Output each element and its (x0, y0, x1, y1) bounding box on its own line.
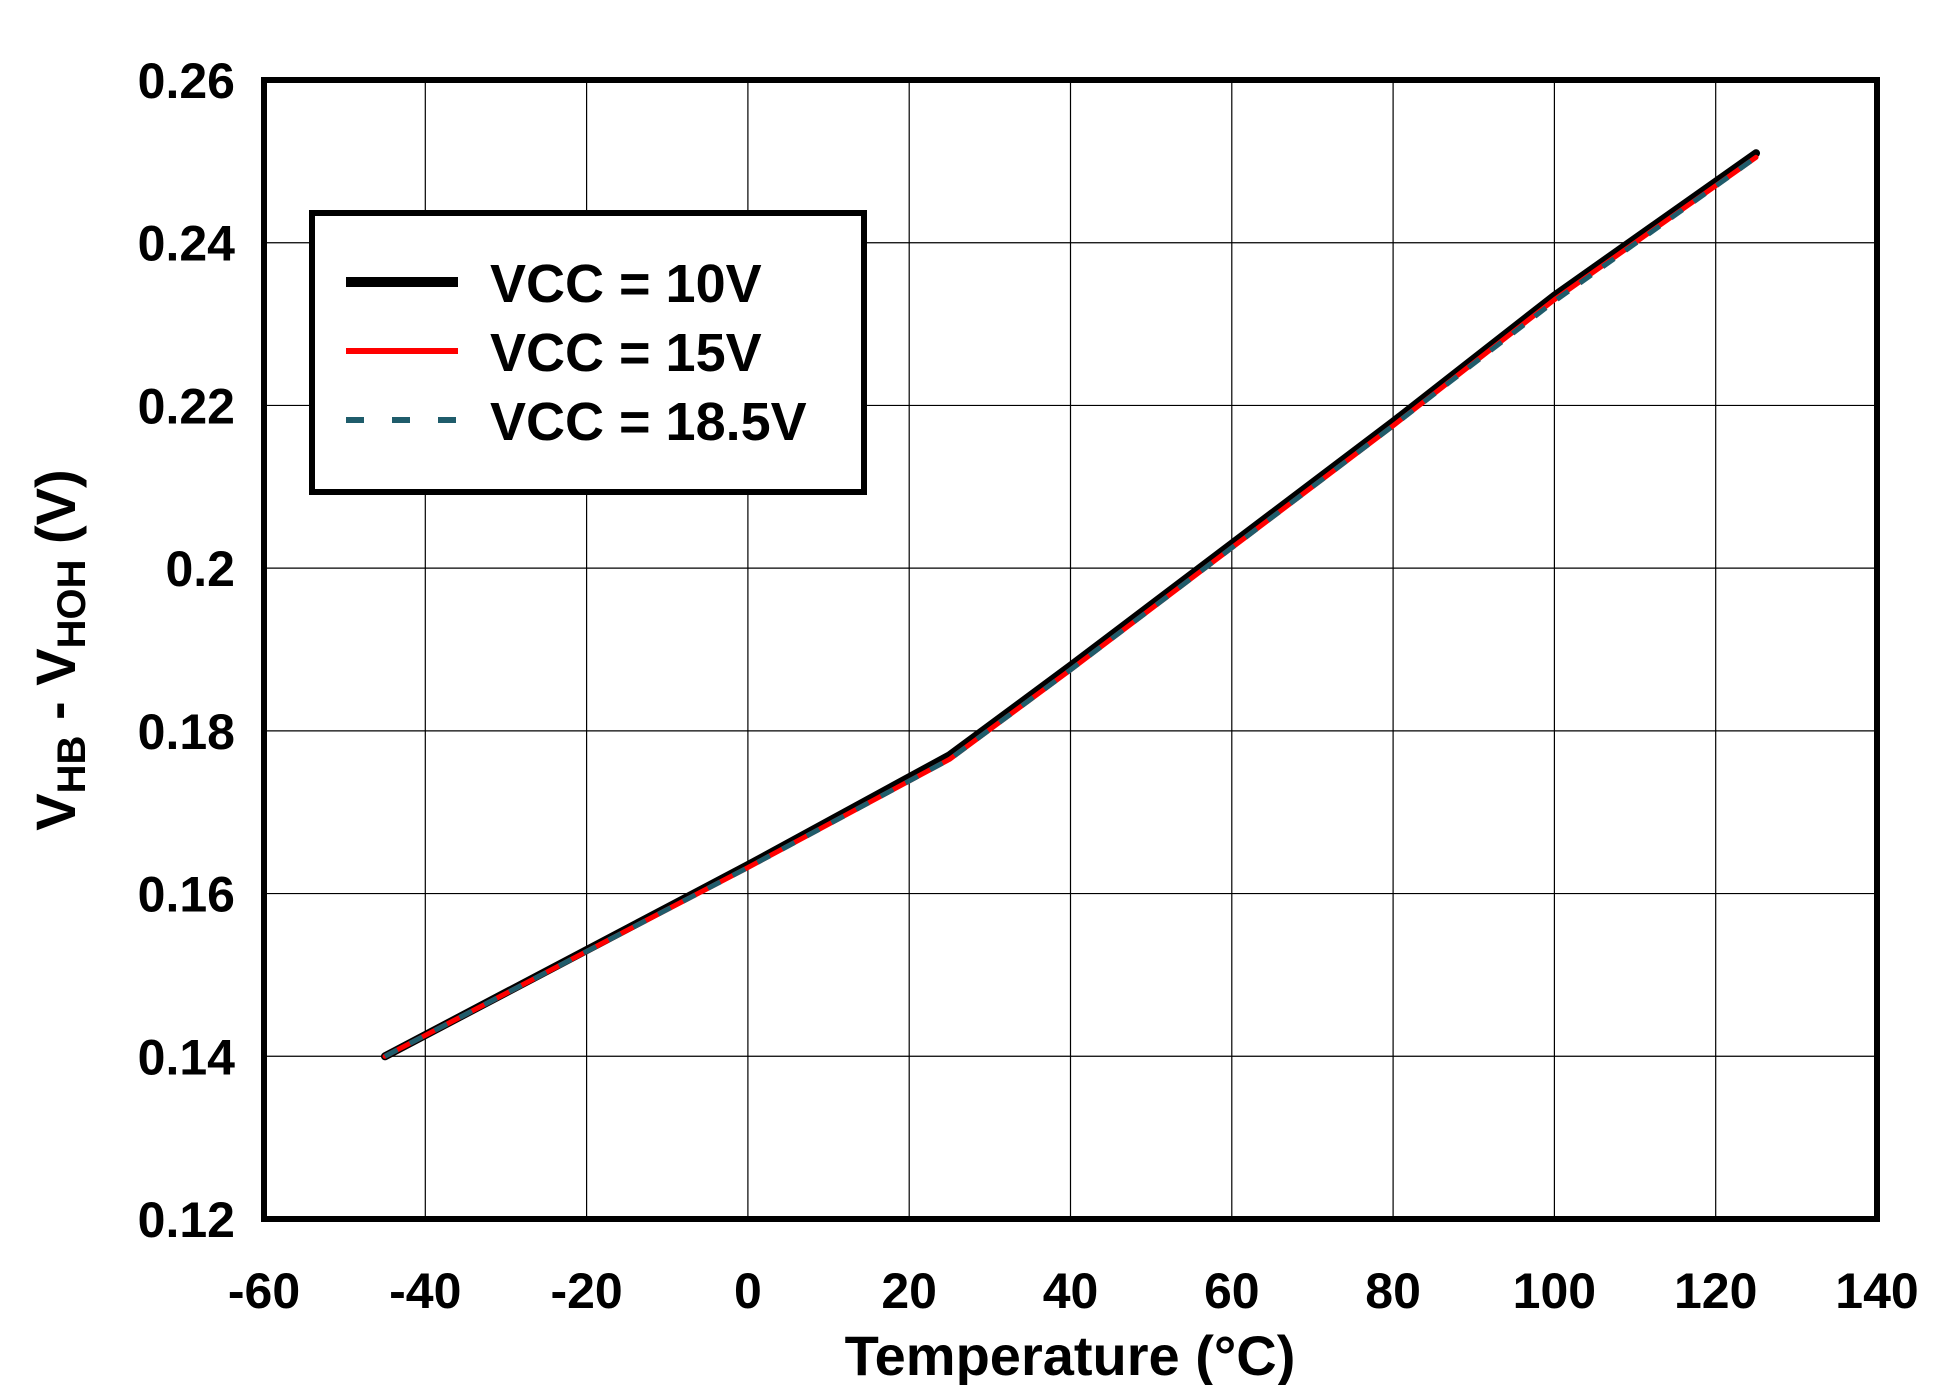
legend: VCC = 10V VCC = 15V VCC = 18.5V (309, 210, 867, 495)
x-tick-label: 80 (1365, 1263, 1421, 1319)
legend-label: VCC = 15V (490, 323, 762, 383)
y-label-sub2: HOH (50, 560, 94, 649)
y-tick-label: 0.2 (165, 541, 235, 597)
x-tick-label: 140 (1835, 1263, 1918, 1319)
y-label-mid: - V (24, 648, 87, 735)
x-tick-labels: -60 -40 -20 0 20 40 60 80 100 120 140 (228, 1263, 1919, 1319)
y-tick-labels: 0.12 0.14 0.16 0.18 0.2 0.22 0.24 0.26 (138, 53, 236, 1248)
y-tick-label: 0.12 (138, 1192, 235, 1248)
x-tick-label: 40 (1043, 1263, 1099, 1319)
legend-label: VCC = 10V (490, 254, 762, 314)
y-label-unit: (V) (24, 469, 87, 559)
y-tick-label: 0.16 (138, 867, 235, 923)
x-tick-label: 0 (734, 1263, 762, 1319)
y-label-sub1: HB (50, 736, 94, 794)
y-tick-label: 0.18 (138, 704, 235, 760)
x-tick-label: 60 (1204, 1263, 1260, 1319)
plot-frame (261, 77, 1880, 1222)
x-tick-label: -40 (389, 1263, 461, 1319)
x-tick-label: 20 (881, 1263, 937, 1319)
y-axis-label: VHB - VHOH (V) (24, 469, 94, 830)
y-tick-label: 0.22 (138, 378, 235, 434)
x-tick-label: -20 (550, 1263, 622, 1319)
y-label-main: V (24, 793, 87, 830)
x-tick-label: 120 (1674, 1263, 1757, 1319)
y-tick-label: 0.14 (138, 1029, 236, 1085)
series-line (382, 154, 1759, 1059)
y-tick-label: 0.24 (138, 216, 236, 272)
x-axis-label: Temperature (°C) (845, 1324, 1296, 1385)
series-lines (380, 149, 1761, 1061)
x-tick-label: -60 (228, 1263, 300, 1319)
y-tick-label: 0.26 (138, 53, 235, 109)
x-tick-label: 100 (1513, 1263, 1596, 1319)
legend-label: VCC = 18.5V (490, 392, 807, 452)
